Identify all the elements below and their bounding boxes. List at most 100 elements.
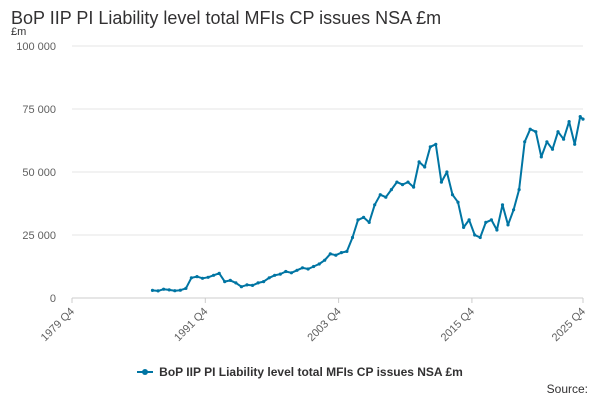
data-point[interactable]: [195, 275, 199, 279]
data-point[interactable]: [245, 283, 249, 287]
data-point[interactable]: [445, 170, 449, 174]
data-point[interactable]: [250, 283, 255, 287]
data-point[interactable]: [484, 220, 488, 224]
data-point[interactable]: [334, 253, 338, 257]
data-point[interactable]: [273, 273, 277, 277]
data-point[interactable]: [550, 147, 555, 151]
x-tick-label: 1991 Q4: [172, 306, 210, 344]
data-point[interactable]: [234, 281, 238, 285]
data-point[interactable]: [539, 155, 543, 159]
x-tick-label: 1979 Q4: [39, 306, 77, 344]
data-point[interactable]: [439, 180, 443, 184]
data-point[interactable]: [339, 251, 343, 255]
x-tick-label: 2015 Q4: [439, 306, 477, 344]
data-point[interactable]: [356, 218, 360, 222]
data-point[interactable]: [312, 264, 316, 269]
data-point[interactable]: [581, 117, 585, 121]
series-line: [152, 115, 584, 292]
data-point[interactable]: [162, 287, 166, 291]
data-point[interactable]: [289, 271, 293, 275]
y-tick-label: 50 000: [22, 167, 56, 179]
source-label: Source:: [546, 382, 588, 396]
data-point[interactable]: [467, 218, 471, 222]
data-point[interactable]: [517, 188, 521, 192]
data-point[interactable]: [495, 228, 499, 232]
data-point[interactable]: [206, 275, 210, 279]
data-point[interactable]: [262, 280, 266, 284]
x-tick-label: 2025 Q4: [550, 306, 588, 344]
data-point[interactable]: [573, 142, 577, 146]
data-point[interactable]: [478, 235, 482, 240]
data-point[interactable]: [384, 195, 388, 199]
data-point[interactable]: [534, 130, 538, 134]
data-point[interactable]: [150, 288, 155, 292]
data-point[interactable]: [450, 193, 455, 197]
data-point[interactable]: [500, 203, 505, 207]
data-point[interactable]: [328, 252, 332, 256]
data-point[interactable]: [395, 180, 399, 184]
data-point[interactable]: [223, 280, 227, 284]
data-point[interactable]: [239, 285, 243, 289]
data-point[interactable]: [462, 225, 466, 229]
data-point[interactable]: [511, 208, 516, 212]
data-point[interactable]: [528, 127, 532, 131]
data-point[interactable]: [345, 249, 349, 253]
data-point[interactable]: [173, 289, 177, 293]
data-point[interactable]: [156, 289, 160, 293]
data-point[interactable]: [378, 193, 382, 197]
data-point[interactable]: [323, 258, 327, 262]
data-point[interactable]: [367, 220, 371, 224]
y-axis-unit-label: £m: [11, 26, 26, 38]
data-point[interactable]: [406, 180, 410, 184]
data-point[interactable]: [284, 269, 288, 274]
data-point[interactable]: [545, 140, 549, 144]
data-point[interactable]: [362, 215, 366, 219]
y-axis: 0 25 000 50 000 75 000 100 000: [16, 41, 56, 305]
data-point[interactable]: [200, 276, 205, 280]
data-point[interactable]: [428, 145, 432, 149]
data-point[interactable]: [434, 142, 438, 146]
data-point[interactable]: [567, 120, 571, 124]
data-point[interactable]: [189, 276, 193, 280]
gridlines: [72, 45, 583, 299]
data-point[interactable]: [417, 160, 421, 164]
y-tick-label: 75 000: [22, 104, 56, 116]
data-point[interactable]: [300, 266, 305, 270]
data-point[interactable]: [556, 130, 560, 134]
data-point[interactable]: [212, 273, 216, 277]
chart-title: BoP IIP PI Liability level total MFIs CP…: [11, 8, 442, 28]
data-point[interactable]: [523, 140, 527, 144]
legend[interactable]: BoP IIP PI Liability level total MFIs CP…: [0, 364, 600, 379]
data-point[interactable]: [278, 272, 282, 276]
data-point[interactable]: [350, 235, 355, 240]
data-point[interactable]: [228, 278, 232, 282]
data-point[interactable]: [178, 288, 182, 292]
data-point[interactable]: [423, 165, 427, 169]
data-point[interactable]: [217, 271, 221, 275]
x-axis: 1979 Q4 1991 Q4 2003 Q4 2015 Q4 2025 Q4: [39, 298, 588, 344]
legend-marker-icon: [142, 368, 149, 375]
data-point[interactable]: [562, 137, 566, 141]
data-point[interactable]: [389, 188, 393, 192]
data-point[interactable]: [456, 200, 460, 204]
data-point[interactable]: [373, 203, 377, 207]
data-point[interactable]: [317, 262, 321, 266]
legend-label: BoP IIP PI Liability level total MFIs CP…: [159, 364, 463, 379]
x-tick-label: 2003 Q4: [305, 306, 343, 344]
data-point[interactable]: [412, 185, 416, 189]
data-point[interactable]: [256, 281, 260, 285]
data-point[interactable]: [184, 286, 188, 290]
y-tick-label: 100 000: [16, 41, 56, 53]
data-point[interactable]: [400, 183, 405, 187]
data-point[interactable]: [578, 115, 582, 119]
data-point[interactable]: [295, 268, 299, 272]
legend-swatch: [137, 368, 154, 375]
series-layer: [150, 115, 585, 293]
data-point[interactable]: [473, 233, 477, 237]
data-point[interactable]: [167, 288, 171, 292]
data-point[interactable]: [506, 223, 510, 227]
data-point[interactable]: [267, 276, 271, 280]
data-point[interactable]: [306, 267, 310, 271]
data-point[interactable]: [489, 218, 493, 222]
